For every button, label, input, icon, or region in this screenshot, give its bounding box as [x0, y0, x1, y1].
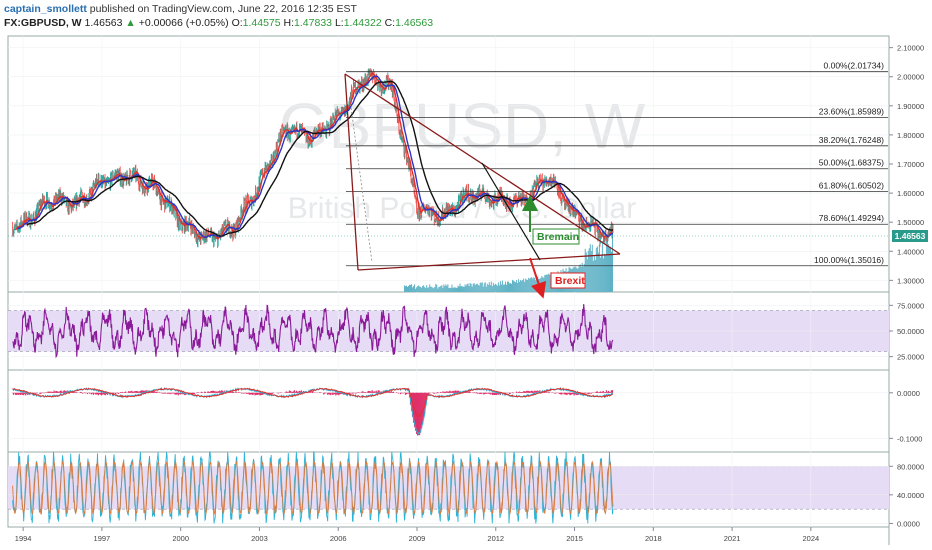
open-value: 1.44575 — [242, 17, 281, 29]
open-label: O: — [231, 17, 243, 29]
y-tick-label: 80.0000 — [897, 462, 924, 471]
high-label: H: — [283, 17, 295, 29]
y-tick-label: 50.0000 — [897, 327, 924, 336]
fib-level-label: 0.00%(2.01734) — [824, 61, 885, 71]
brexit-label: Brexit — [555, 275, 585, 287]
close-value: 1.46563 — [395, 17, 434, 29]
y-tick-label: 2.00000 — [897, 73, 924, 82]
x-tick-label: 2000 — [172, 534, 189, 543]
macd-pane[interactable] — [7, 369, 890, 453]
dotted-trend-line — [349, 99, 373, 263]
y-tick-label: 25.0000 — [897, 353, 924, 362]
up-arrow-icon: ▲ — [125, 17, 136, 29]
macd-signal-line — [12, 387, 614, 418]
moving-averages — [14, 72, 614, 241]
x-tick-label: 2021 — [724, 534, 741, 543]
brexit-label-box[interactable] — [550, 272, 586, 289]
y-tick-label: -0.1000 — [897, 434, 922, 443]
low-label: L: — [334, 17, 344, 29]
y-tick-label: 1.40000 — [897, 247, 924, 256]
fib-level-label: 23.60%(1.85989) — [819, 106, 884, 116]
fib-level-label: 100.00%(1.35016) — [814, 255, 884, 265]
y-tick-label: 1.80000 — [897, 131, 924, 140]
y-tick-label: 1.60000 — [897, 189, 924, 198]
y-tick-label: 1.90000 — [897, 102, 924, 111]
fib-level-label: 61.80%(1.60502) — [819, 181, 884, 191]
trend-projection-line[interactable] — [481, 162, 541, 261]
fib-level-label: 38.20%(1.76248) — [819, 135, 884, 145]
mid-ma-line — [17, 75, 613, 239]
bremain-label: Bremain — [537, 231, 579, 243]
y-tick-label: 2.10000 — [897, 44, 924, 53]
y-tick-label: 0.0000 — [897, 519, 920, 528]
last-price: 1.46563 — [84, 17, 123, 29]
low-value: 1.44322 — [343, 17, 382, 29]
y-tick-label: 0.0000 — [897, 389, 920, 398]
author-link[interactable]: captain_smollett — [4, 3, 87, 15]
x-tick-label: 2015 — [566, 534, 583, 543]
x-tick-label: 2018 — [645, 534, 662, 543]
stoch-d-line — [12, 460, 614, 515]
indicator-band — [8, 466, 889, 510]
high-value: 1.47833 — [294, 17, 333, 29]
y-tick-label: 75.0000 — [897, 301, 924, 310]
slow-ma-line — [26, 80, 613, 237]
publish-info: published on TradingView.com, June 22, 2… — [89, 3, 357, 15]
publish-line: captain_smollett published on TradingVie… — [4, 2, 924, 16]
x-tick-label: 2003 — [251, 534, 268, 543]
chart-header: captain_smollett published on TradingVie… — [4, 2, 924, 30]
last-price-badge — [892, 230, 928, 242]
y-tick-label: 1.50000 — [897, 218, 924, 227]
y-tick-label: 40.0000 — [897, 491, 924, 500]
x-tick-label: 1994 — [15, 534, 32, 543]
stochastic-indicator — [12, 450, 614, 524]
fib-level-label: 50.00%(1.68375) — [819, 158, 884, 168]
brexit-arrow-icon — [529, 257, 547, 299]
rsi-path — [12, 304, 614, 359]
bremain-label-box[interactable] — [532, 228, 580, 245]
fib-level-label: 78.60%(1.49294) — [819, 213, 884, 223]
fibonacci-retracement[interactable]: 0.00%(2.01734) 23.60%(1.85989) 38.20%(1.76… — [346, 61, 888, 267]
y-tick-label: 1.30000 — [897, 276, 924, 285]
x-tick-label: 2012 — [487, 534, 504, 543]
y-tick-label: 1.70000 — [897, 160, 924, 169]
price-change: +0.00066 (+0.05%) — [138, 17, 229, 29]
x-tick-label: 2006 — [330, 534, 347, 543]
rsi-line — [12, 304, 614, 359]
x-tick-label: 2024 — [803, 534, 820, 543]
close-label: C: — [384, 17, 396, 29]
x-tick-label: 1997 — [94, 534, 111, 543]
symbol-name[interactable]: FX:GBPUSD, W — [4, 17, 82, 29]
last-price-badge-text: 1.46563 — [895, 231, 926, 241]
x-tick-label: 2009 — [409, 534, 426, 543]
symbol-line: FX:GBPUSD, W 1.46563 ▲ +0.00066 (+0.05%)… — [4, 16, 924, 30]
macd-indicator — [12, 386, 614, 436]
